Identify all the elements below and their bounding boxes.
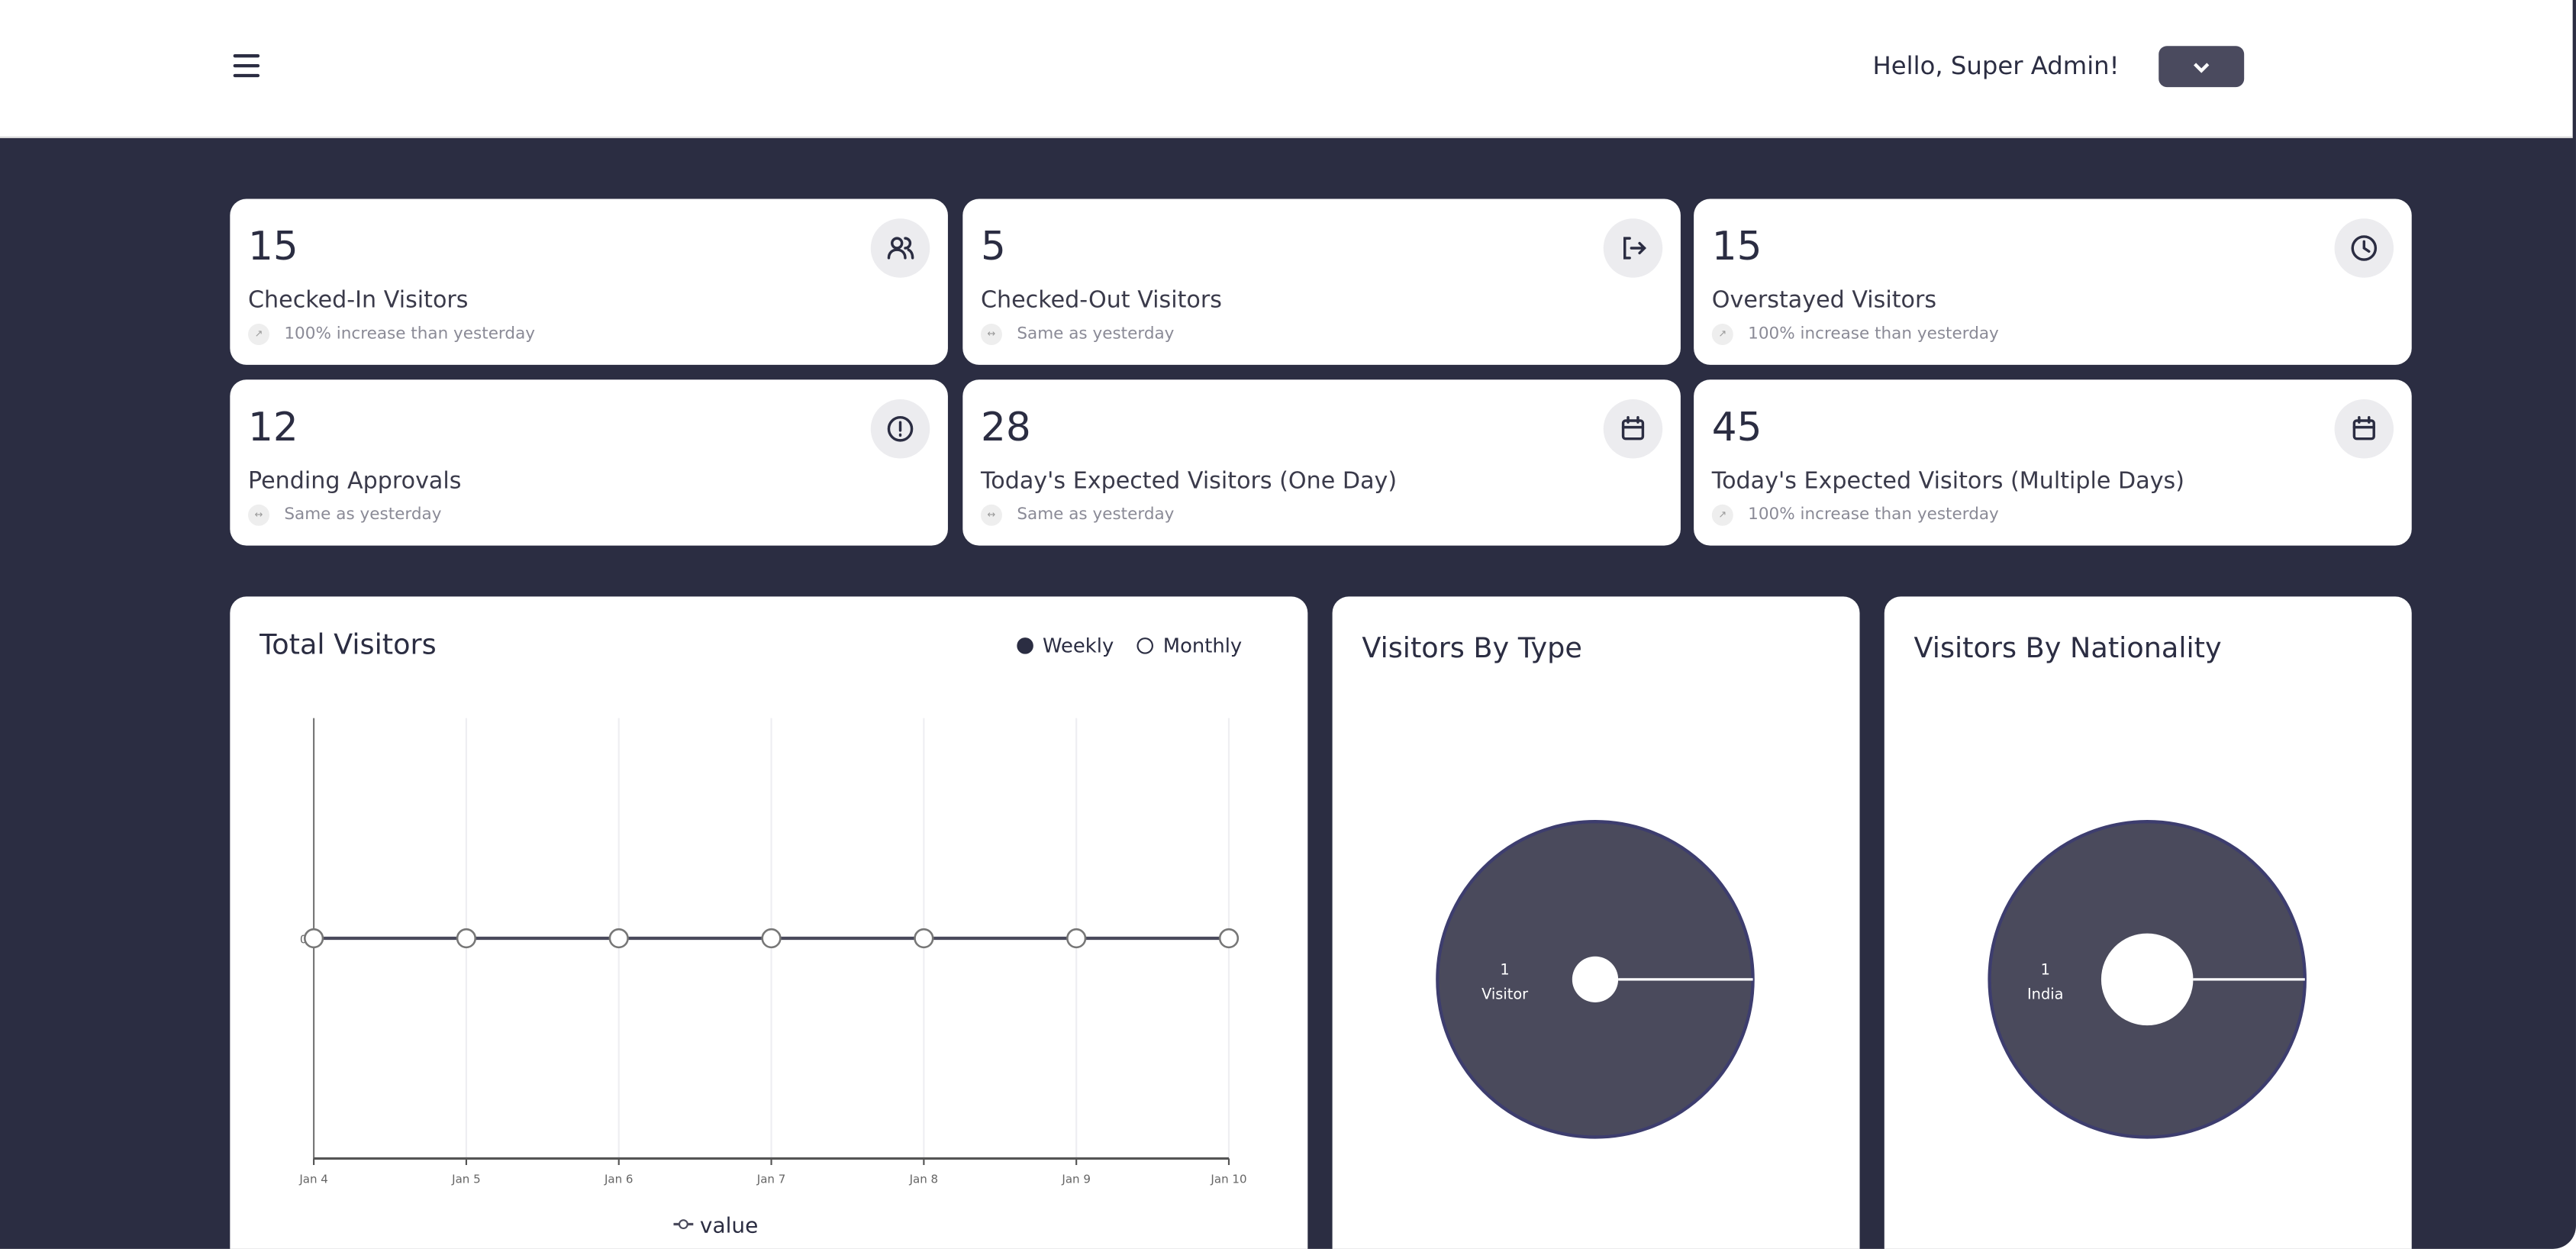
stat-value: 15 (1711, 223, 1762, 269)
weekly-label[interactable]: Weekly (1043, 634, 1114, 657)
stat-trend: ↔ Same as yesterday (248, 504, 442, 526)
data-point (914, 928, 934, 949)
weekly-radio[interactable] (1016, 637, 1033, 654)
y-tick-label: 0 (300, 932, 308, 946)
trend-text: 100% increase than yesterday (1748, 505, 1999, 524)
data-point (456, 928, 477, 949)
donut-hole (2100, 933, 2194, 1026)
stat-label: Today's Expected Visitors (Multiple Days… (1711, 468, 2184, 495)
chevron-down-icon (2194, 62, 2210, 73)
total-visitors-line-chart: Jan 4 Jan 5 Jan 6 Jan 7 Jan 8 Jan 9 Jan 10 0 val… (298, 718, 1247, 1238)
data-point (608, 928, 629, 949)
logout-icon (1603, 218, 1663, 278)
trend-text: Same as yesterday (284, 505, 442, 524)
panel-title: Visitors By Nationality (1913, 632, 2222, 666)
stat-card[interactable]: 28 Today's Expected Visitors (One Day) ↔… (962, 379, 1681, 546)
donut-hole (1572, 956, 1619, 1002)
stat-label: Checked-In Visitors (248, 287, 469, 315)
stat-trend: ↗ 100% increase than yesterday (1711, 324, 1999, 346)
stat-card[interactable]: 12 Pending Approvals ↔ Same as yesterday (230, 379, 948, 546)
stat-label: Overstayed Visitors (1711, 287, 1937, 315)
stat-card[interactable]: 5 Checked-Out Visitors ↔ Same as yesterda… (962, 198, 1681, 365)
stat-card[interactable]: 45 Today's Expected Visitors (Multiple D… (1694, 379, 2412, 546)
arrows-horizontal-icon: ↔ (980, 324, 1002, 346)
top-bar: Hello, Super Admin! (0, 0, 2573, 138)
stat-trend: ↔ Same as yesterday (980, 324, 1175, 346)
slice-name-label: India (2027, 986, 2064, 1003)
stat-label: Pending Approvals (248, 468, 462, 495)
x-tick-label: Jan 5 (451, 1173, 481, 1186)
visitors-by-type-donut: 1 Visitor (1436, 820, 1755, 1139)
greeting: Hello, Super Admin! (1872, 50, 2120, 81)
stat-label: Checked-Out Visitors (980, 287, 1222, 315)
x-tick-label: Jan 4 (298, 1173, 328, 1186)
user-menu-button[interactable] (2158, 46, 2245, 88)
legend-marker-dot (678, 1219, 688, 1229)
trend-text: 100% increase than yesterday (1748, 325, 1999, 344)
monthly-radio[interactable] (1136, 637, 1153, 654)
slice-name-label: Visitor (1481, 986, 1528, 1003)
trend-up-icon: ↗ (248, 324, 269, 346)
data-point (303, 928, 324, 949)
hamburger-icon[interactable] (233, 54, 260, 78)
x-tick-label: Jan 10 (1210, 1173, 1246, 1186)
panel-title: Visitors By Type (1362, 632, 1582, 666)
clock-icon (2334, 218, 2394, 278)
x-tick-label: Jan 7 (756, 1173, 786, 1186)
stat-value: 5 (980, 223, 1006, 269)
visitors-by-nationality-panel: Visitors By Nationality 1 India (1884, 596, 2412, 1249)
x-tick-label: Jan 8 (909, 1173, 939, 1186)
alert-circle-icon (870, 399, 930, 459)
trend-up-icon: ↗ (1711, 324, 1733, 346)
x-tick-label: Jan 6 (604, 1173, 634, 1186)
stat-value: 12 (248, 404, 298, 450)
monthly-label[interactable]: Monthly (1162, 634, 1243, 657)
stat-value: 45 (1711, 404, 1762, 450)
slice-value-label: 1 (1500, 960, 1509, 978)
users-icon (870, 218, 930, 278)
stat-label: Today's Expected Visitors (One Day) (980, 468, 1398, 495)
arrows-horizontal-icon: ↔ (980, 504, 1002, 526)
stat-trend: ↗ 100% increase than yesterday (1711, 504, 1999, 526)
arrows-horizontal-icon: ↔ (248, 504, 269, 526)
x-tick-label: Jan 9 (1061, 1173, 1091, 1186)
stat-value: 28 (980, 404, 1031, 450)
trend-text: Same as yesterday (1017, 325, 1175, 344)
total-visitors-panel: Total Visitors Weekly Monthly Jan 4 Jan 5… (230, 596, 1308, 1249)
stat-trend: ↔ Same as yesterday (980, 504, 1175, 526)
visitors-by-type-panel: Visitors By Type 1 Visitor (1332, 596, 1860, 1249)
data-point (761, 928, 782, 949)
stat-value: 15 (248, 223, 298, 269)
slice-value-label: 1 (2041, 960, 2050, 978)
calendar-icon (2334, 399, 2394, 459)
stat-trend: ↗ 100% increase than yesterday (248, 324, 536, 346)
data-point (1066, 928, 1087, 949)
panel-title: Total Visitors (260, 629, 437, 663)
trend-text: 100% increase than yesterday (284, 325, 536, 344)
stat-card[interactable]: 15 Overstayed Visitors ↗ 100% increase th… (1694, 198, 2412, 365)
stat-card[interactable]: 15 Checked-In Visitors ↗ 100% increase th… (230, 198, 948, 365)
trend-text: Same as yesterday (1017, 505, 1175, 524)
trend-up-icon: ↗ (1711, 504, 1733, 526)
data-point (1218, 928, 1240, 949)
calendar-icon (1603, 399, 1663, 459)
visitors-by-nationality-donut: 1 India (1988, 820, 2307, 1139)
legend-label: value (700, 1212, 758, 1238)
